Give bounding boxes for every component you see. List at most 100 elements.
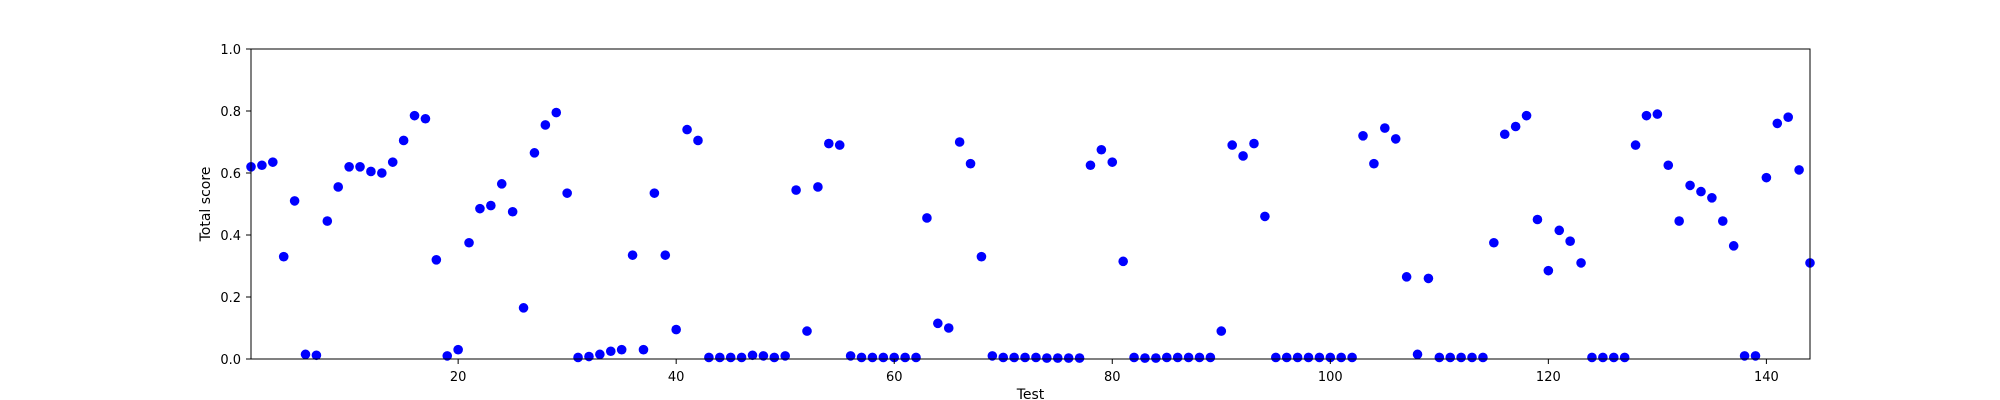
data-point xyxy=(1314,352,1325,363)
y-axis-ticks: 0.0 0.2 0.4 0.6 0.8 1.0 xyxy=(220,43,251,368)
data-point xyxy=(355,162,365,172)
data-point xyxy=(605,346,616,357)
x-tick-label: 40 xyxy=(668,370,685,385)
data-point xyxy=(1467,352,1477,363)
y-tick-label: 0.2 xyxy=(220,291,241,306)
data-point xyxy=(922,213,932,223)
data-point xyxy=(1009,352,1019,363)
data-point xyxy=(769,352,780,363)
data-point xyxy=(1783,112,1793,122)
data-point xyxy=(1674,216,1684,226)
data-point xyxy=(1412,349,1423,360)
data-point xyxy=(1129,352,1139,363)
data-point xyxy=(322,216,333,226)
data-point xyxy=(1238,151,1248,161)
data-point xyxy=(1685,180,1695,191)
data-point xyxy=(1227,140,1237,150)
data-point xyxy=(1641,110,1652,121)
x-tick-label: 60 xyxy=(886,370,903,385)
data-point xyxy=(1619,352,1630,363)
data-point xyxy=(1172,352,1183,363)
plot-area xyxy=(246,107,1815,363)
data-point xyxy=(518,303,529,313)
data-point xyxy=(1107,157,1118,167)
data-point xyxy=(1118,256,1128,267)
data-point xyxy=(540,120,551,130)
data-point xyxy=(1499,129,1510,140)
data-point xyxy=(1063,353,1074,363)
data-point xyxy=(366,166,376,177)
data-point xyxy=(344,162,354,172)
data-point xyxy=(1510,121,1521,132)
data-point xyxy=(889,352,900,363)
data-point xyxy=(507,206,518,217)
data-point xyxy=(1576,258,1586,268)
data-point xyxy=(1347,352,1357,363)
data-point xyxy=(1587,352,1597,363)
data-point xyxy=(1772,118,1783,129)
data-point xyxy=(1401,272,1412,282)
data-point xyxy=(1390,134,1401,144)
data-point xyxy=(475,203,485,214)
data-point xyxy=(1565,236,1575,246)
data-point xyxy=(867,352,878,363)
data-point xyxy=(954,137,965,147)
data-point xyxy=(1380,123,1390,133)
data-point xyxy=(1085,160,1096,171)
data-point xyxy=(824,138,834,149)
x-tick-label: 120 xyxy=(1536,370,1561,385)
x-tick-label: 20 xyxy=(450,370,467,385)
x-tick-label: 140 xyxy=(1754,370,1779,385)
data-point xyxy=(1151,353,1161,363)
data-point xyxy=(387,157,398,167)
data-point xyxy=(300,349,311,360)
data-point xyxy=(289,196,300,206)
data-point xyxy=(1020,352,1030,363)
data-point xyxy=(714,352,725,363)
data-point xyxy=(965,158,976,169)
data-point xyxy=(1652,109,1663,119)
data-point xyxy=(1663,160,1674,171)
data-point xyxy=(813,182,823,192)
data-point xyxy=(998,352,1009,363)
y-tick-label: 1.0 xyxy=(220,43,241,58)
data-point xyxy=(693,135,703,146)
data-point xyxy=(453,344,463,355)
y-tick-label: 0.0 xyxy=(220,353,241,368)
data-point xyxy=(529,148,540,158)
data-point xyxy=(1052,353,1063,363)
data-point xyxy=(1543,265,1554,276)
data-point xyxy=(1205,352,1216,363)
data-point xyxy=(1281,352,1292,363)
data-point xyxy=(1630,140,1641,150)
data-point xyxy=(725,352,736,363)
data-point xyxy=(1707,193,1717,203)
y-tick-label: 0.8 xyxy=(220,105,241,120)
data-point xyxy=(1794,165,1804,175)
data-point xyxy=(1292,352,1303,363)
data-point xyxy=(933,318,943,329)
data-point xyxy=(311,350,322,361)
data-point xyxy=(595,349,605,360)
data-point xyxy=(911,352,921,363)
data-point xyxy=(845,351,856,361)
axes-frame xyxy=(250,48,1811,360)
data-point xyxy=(268,157,278,167)
data-point xyxy=(562,188,572,198)
data-point xyxy=(398,135,409,146)
data-point xyxy=(704,352,714,363)
data-point xyxy=(1260,211,1270,222)
data-point xyxy=(377,168,387,178)
data-point xyxy=(1249,138,1259,149)
data-point xyxy=(1216,326,1227,336)
data-point xyxy=(442,351,453,361)
data-point xyxy=(551,107,562,118)
data-point xyxy=(496,179,507,189)
data-point xyxy=(1074,353,1085,363)
data-point xyxy=(900,352,910,363)
data-point xyxy=(834,140,845,150)
data-point xyxy=(1303,352,1314,363)
data-point xyxy=(1358,131,1368,141)
data-point xyxy=(1554,225,1565,236)
data-point xyxy=(1728,241,1739,251)
